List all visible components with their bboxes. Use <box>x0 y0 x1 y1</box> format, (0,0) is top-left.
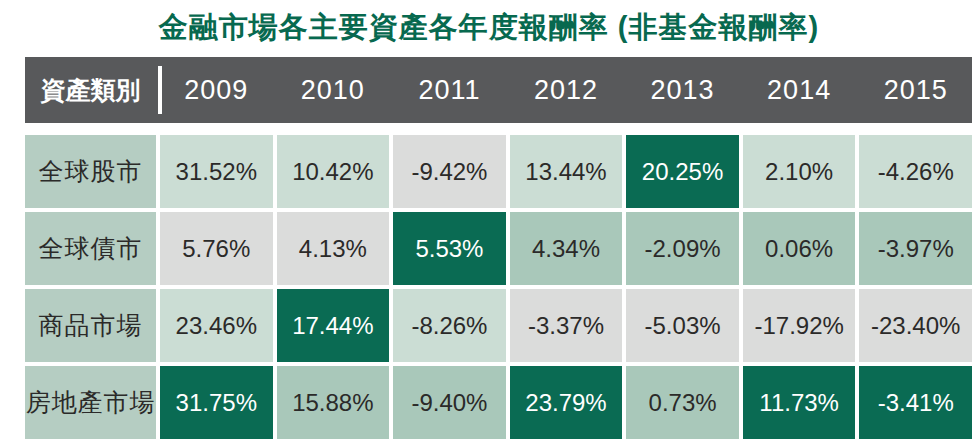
table-cell: 17.44% <box>277 289 390 362</box>
table-header-row: 資產類別 2009 2010 2011 2012 2013 2014 2015 <box>25 57 972 123</box>
table-row-commodities: 商品市場 23.46% 17.44% -8.26% -3.37% -5.03% … <box>25 289 972 362</box>
row-label: 房地產市場 <box>25 366 156 439</box>
table-cell: -3.41% <box>859 366 972 439</box>
table-cell: -3.37% <box>510 289 623 362</box>
row-label: 全球股市 <box>25 135 156 208</box>
table-cell: -4.26% <box>859 135 972 208</box>
header-year-2009: 2009 <box>160 75 273 106</box>
table-cell: 5.53% <box>393 212 506 285</box>
header-asset-category: 資產類別 <box>25 74 156 107</box>
returns-table-page: 金融市場各主要資產各年度報酬率 (非基金報酬率) 資產類別 2009 2010 … <box>0 0 978 444</box>
header-year-2013: 2013 <box>626 75 739 106</box>
table-cell: -17.92% <box>743 289 856 362</box>
header-year-2014: 2014 <box>743 75 856 106</box>
table-body: 全球股市 31.52% 10.42% -9.42% 13.44% 20.25% … <box>25 135 972 439</box>
table-cell: 5.76% <box>160 212 273 285</box>
row-label: 全球債市 <box>25 212 156 285</box>
table-cell: 2.10% <box>743 135 856 208</box>
page-title: 金融市場各主要資產各年度報酬率 (非基金報酬率) <box>0 8 978 48</box>
table-cell: 31.52% <box>160 135 273 208</box>
table-cell: 10.42% <box>277 135 390 208</box>
table-row-global-stocks: 全球股市 31.52% 10.42% -9.42% 13.44% 20.25% … <box>25 135 972 208</box>
table-cell: 11.73% <box>743 366 856 439</box>
table-cell: -23.40% <box>859 289 972 362</box>
header-year-2015: 2015 <box>859 75 972 106</box>
table-cell: 20.25% <box>626 135 739 208</box>
table-cell: -9.40% <box>393 366 506 439</box>
table-cell: -5.03% <box>626 289 739 362</box>
table-cell: 13.44% <box>510 135 623 208</box>
header-year-2011: 2011 <box>393 75 506 106</box>
table-cell: 23.46% <box>160 289 273 362</box>
table-cell: -9.42% <box>393 135 506 208</box>
table-cell: 31.75% <box>160 366 273 439</box>
table-cell: 23.79% <box>510 366 623 439</box>
header-divider-line <box>158 66 162 114</box>
table-row-global-bonds: 全球債市 5.76% 4.13% 5.53% 4.34% -2.09% 0.06… <box>25 212 972 285</box>
table-cell: 0.73% <box>626 366 739 439</box>
table-cell: 4.34% <box>510 212 623 285</box>
header-year-2010: 2010 <box>277 75 390 106</box>
table-cell: -3.97% <box>859 212 972 285</box>
returns-table: 資產類別 2009 2010 2011 2012 2013 2014 2015 … <box>25 57 972 439</box>
table-row-real-estate: 房地產市場 31.75% 15.88% -9.40% 23.79% 0.73% … <box>25 366 972 439</box>
table-cell: 0.06% <box>743 212 856 285</box>
row-label: 商品市場 <box>25 289 156 362</box>
header-year-2012: 2012 <box>510 75 623 106</box>
table-cell: -2.09% <box>626 212 739 285</box>
table-cell: 4.13% <box>277 212 390 285</box>
table-cell: 15.88% <box>277 366 390 439</box>
table-cell: -8.26% <box>393 289 506 362</box>
